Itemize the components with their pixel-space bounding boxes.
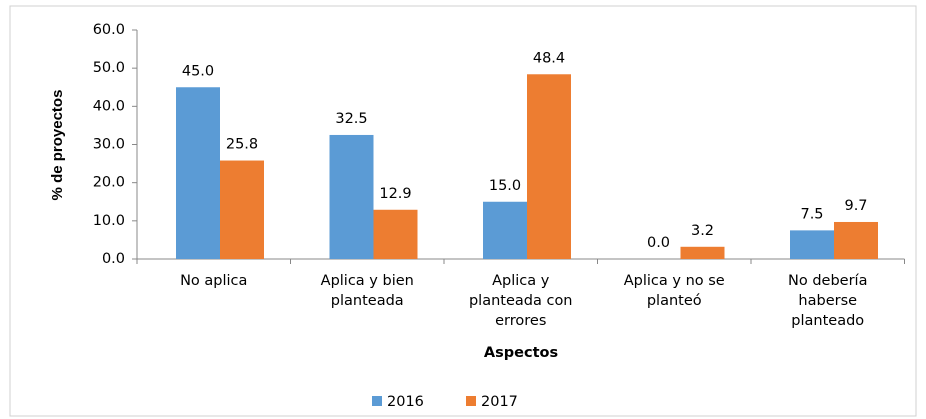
x-tick-label: Aplica y xyxy=(492,273,550,289)
bar xyxy=(680,246,725,259)
x-tick-label: planteó xyxy=(647,293,702,309)
legend-label: 2016 xyxy=(387,394,424,410)
y-tick-label: 60.0 xyxy=(93,22,125,38)
y-tick-label: 20.0 xyxy=(93,175,125,191)
x-tick-label: No aplica xyxy=(180,273,247,289)
bar xyxy=(220,160,264,259)
bar xyxy=(329,134,374,259)
y-tick-label: 10.0 xyxy=(93,213,125,229)
bar xyxy=(483,201,527,259)
data-label: 45.0 xyxy=(182,63,214,79)
x-tick-label: No debería xyxy=(788,273,867,289)
x-tick-label: planteada xyxy=(331,293,404,309)
data-label: 7.5 xyxy=(800,206,823,222)
chart-frame xyxy=(9,5,917,417)
data-label: 25.8 xyxy=(226,137,258,153)
y-axis-title: % de proyectos xyxy=(49,90,66,201)
data-label: 48.4 xyxy=(533,50,565,66)
x-tick-label: haberse xyxy=(798,293,857,309)
data-label: 15.0 xyxy=(489,178,521,194)
bar xyxy=(527,74,571,259)
y-tick-label: 40.0 xyxy=(93,98,125,114)
x-tick-label: planteada con xyxy=(469,293,573,309)
x-axis-title: Aspectos xyxy=(484,345,558,361)
bar xyxy=(176,87,220,259)
bar xyxy=(373,209,418,259)
x-tick-label: errores xyxy=(495,313,546,329)
data-label: 32.5 xyxy=(335,111,367,127)
data-label: 9.7 xyxy=(844,198,867,214)
y-tick-label: 0.0 xyxy=(102,251,125,267)
legend-label: 2017 xyxy=(481,394,518,410)
y-tick-label: 50.0 xyxy=(93,60,125,76)
x-tick-label: Aplica y no se xyxy=(624,273,725,289)
legend-swatch xyxy=(372,396,382,406)
data-label: 0.0 xyxy=(647,235,670,251)
x-tick-label: Aplica y bien xyxy=(321,273,414,289)
data-label: 3.2 xyxy=(691,223,714,239)
data-label: 12.9 xyxy=(379,186,411,202)
legend-swatch xyxy=(466,396,476,406)
bar xyxy=(790,230,834,259)
y-tick-label: 30.0 xyxy=(93,137,125,153)
bar xyxy=(834,221,878,259)
x-tick-label: planteado xyxy=(791,313,864,329)
